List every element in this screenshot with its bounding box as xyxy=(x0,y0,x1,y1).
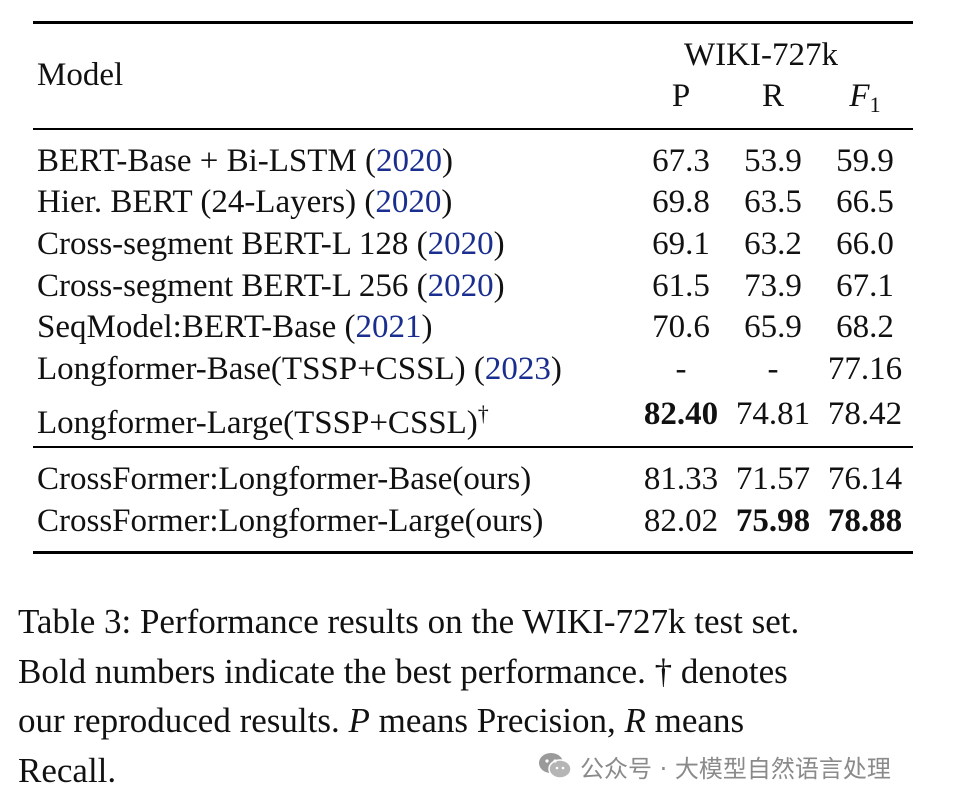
dagger-mark: † xyxy=(477,401,489,426)
cell-f1: 66.5 xyxy=(836,184,894,220)
cell-p: 81.33 xyxy=(643,461,719,497)
cell-p: 69.1 xyxy=(652,226,710,262)
cell-f1-best: 78.88 xyxy=(827,503,903,539)
cell-p: 70.6 xyxy=(652,309,710,345)
header-col-f-letter: F xyxy=(849,78,870,114)
table-row-model: Cross-segment BERT-L 256 (2020) xyxy=(37,268,505,304)
caption-line-1: Table 3: Performance results on the WIKI… xyxy=(18,602,800,641)
cell-r: - xyxy=(767,351,779,387)
header-col-p: P xyxy=(671,78,691,114)
caption-text: means xyxy=(645,701,745,740)
cell-r: 71.57 xyxy=(735,461,811,497)
table-row-model: Longformer-Base(TSSP+CSSL) (2023) xyxy=(37,351,562,387)
cell-p: 61.5 xyxy=(652,268,710,304)
caption-symbol-p: P xyxy=(348,701,370,740)
model-name: Longformer-Base(TSSP+CSSL) xyxy=(37,351,466,387)
header-col-f-subscript: 1 xyxy=(869,92,881,117)
citation-link[interactable]: 2020 xyxy=(375,184,442,220)
cell-r: 74.81 xyxy=(735,396,811,432)
model-name: Hier. BERT (24-Layers) xyxy=(37,184,357,220)
cell-r: 65.9 xyxy=(744,309,802,345)
caption-line-3: our reproduced results. P means Precisio… xyxy=(18,696,943,746)
cell-f1: 78.42 xyxy=(827,396,903,432)
table-row-model: Hier. BERT (24-Layers) (2020) xyxy=(37,184,453,220)
model-name: Cross-segment BERT-L 256 xyxy=(37,268,409,304)
table-row-model: Longformer-Large(TSSP+CSSL)† xyxy=(37,394,489,443)
cell-f1: 67.1 xyxy=(836,268,894,304)
cell-p: - xyxy=(675,351,687,387)
table-row-model: SeqModel:BERT-Base (2021) xyxy=(37,309,433,345)
header-dataset: WIKI-727k xyxy=(684,37,838,73)
model-name: Cross-segment BERT-L 128 xyxy=(37,226,409,262)
watermark-text: 公众号 · 大模型自然语言处理 xyxy=(580,754,891,783)
wechat-icon xyxy=(539,753,572,779)
caption-text: means Precision, xyxy=(369,701,625,740)
caption-line-2: Bold numbers indicate the best performan… xyxy=(18,652,788,691)
cell-f1: 77.16 xyxy=(827,351,903,387)
watermark: 公众号 · 大模型自然语言处理 xyxy=(538,746,891,786)
cell-p: 82.02 xyxy=(643,503,719,539)
citation-link[interactable]: 2020 xyxy=(376,143,443,179)
cell-f1: 59.9 xyxy=(836,143,894,179)
header-col-f: F1 xyxy=(820,76,910,119)
table-header-rule xyxy=(33,128,913,130)
table-row-model: Cross-segment BERT-L 128 (2020) xyxy=(37,226,505,262)
model-name: BERT-Base + Bi-LSTM xyxy=(37,143,357,179)
caption-text: our reproduced results. xyxy=(18,701,349,740)
table-section-rule xyxy=(33,446,913,448)
cell-r: 73.9 xyxy=(744,268,802,304)
cell-r: 63.2 xyxy=(744,226,802,262)
header-col-r: R xyxy=(761,78,784,114)
table-top-rule xyxy=(33,21,913,24)
header-model: Model xyxy=(37,57,124,93)
caption-symbol-r: R xyxy=(624,701,646,740)
cell-p: 67.3 xyxy=(652,143,710,179)
model-name: SeqModel:BERT-Base xyxy=(37,309,337,345)
cell-r: 53.9 xyxy=(744,143,802,179)
citation-link[interactable]: 2020 xyxy=(427,268,494,304)
cell-f1: 66.0 xyxy=(836,226,894,262)
table-row-model: BERT-Base + Bi-LSTM (2020) xyxy=(37,143,454,179)
table-bottom-rule xyxy=(33,551,913,554)
citation-link[interactable]: 2023 xyxy=(484,351,551,387)
citation-link[interactable]: 2021 xyxy=(355,309,422,345)
table-row-model: CrossFormer:Longformer-Large(ours) xyxy=(37,503,544,539)
caption-line-4: Recall. xyxy=(18,751,117,790)
cell-f1: 76.14 xyxy=(827,461,903,497)
cell-r: 63.5 xyxy=(744,184,802,220)
cell-f1: 68.2 xyxy=(836,309,894,345)
model-name: Longformer-Large(TSSP+CSSL) xyxy=(37,405,478,441)
cell-p-best: 82.40 xyxy=(643,396,719,432)
cell-p: 69.8 xyxy=(652,184,710,220)
citation-link[interactable]: 2020 xyxy=(427,226,494,262)
cell-r-best: 75.98 xyxy=(735,503,811,539)
table-row-model: CrossFormer:Longformer-Base(ours) xyxy=(37,461,532,497)
